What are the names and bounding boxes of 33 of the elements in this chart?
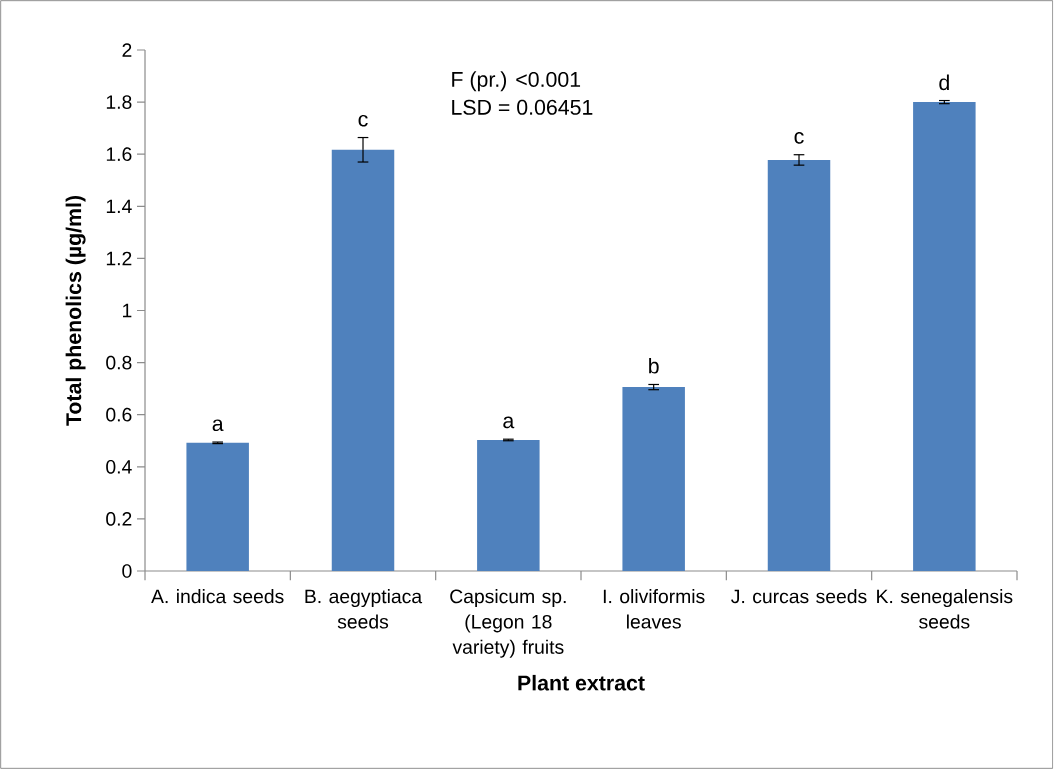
bar — [186, 442, 249, 571]
annotation: d — [939, 74, 949, 91]
x-tick-label: Capsicum sp. (Legon 18 variety) fruits — [450, 589, 566, 658]
bar — [913, 102, 976, 571]
y-tick-label: 1 — [123, 303, 132, 318]
y-tick-label: 0.2 — [106, 512, 132, 526]
y-tick-label: 1.4 — [106, 199, 132, 213]
bar — [767, 159, 831, 571]
y-tick-label: 0.6 — [106, 407, 132, 422]
annotation: F (pr.) <0.001 — [452, 71, 581, 92]
y-tick-label: 1.6 — [106, 147, 132, 162]
y-tick-label: 0.8 — [106, 355, 132, 370]
x-tick-label: K. senegalensis seeds — [877, 589, 1013, 629]
bar — [477, 439, 540, 571]
y-tick-label: 1.2 — [106, 251, 132, 266]
x-tick-label: I. oliviformis leaves — [603, 589, 705, 629]
y-tick-label: 0.4 — [106, 459, 132, 474]
y-axis-title: Total phenolics (µg/ml) — [65, 195, 86, 426]
x-axis-title: Plant extract — [518, 674, 645, 691]
y-tick-label: 1.8 — [106, 95, 132, 109]
y-tick-label: 0 — [122, 564, 132, 578]
x-tick-label: A. indica seeds — [151, 589, 284, 604]
bar — [622, 387, 685, 571]
x-tick-label: J. curcas seeds — [731, 589, 867, 604]
x-tick-label: B. aegyptiaca seeds — [305, 589, 423, 629]
bar — [331, 149, 395, 571]
annotation: c — [358, 114, 368, 127]
y-tick-label: 2 — [122, 43, 132, 57]
annotation: a — [503, 416, 515, 429]
annotation: b — [649, 357, 659, 374]
annotation: LSD = 0.06451 — [452, 99, 593, 115]
annotation: a — [212, 419, 224, 432]
annotation: c — [794, 132, 804, 144]
